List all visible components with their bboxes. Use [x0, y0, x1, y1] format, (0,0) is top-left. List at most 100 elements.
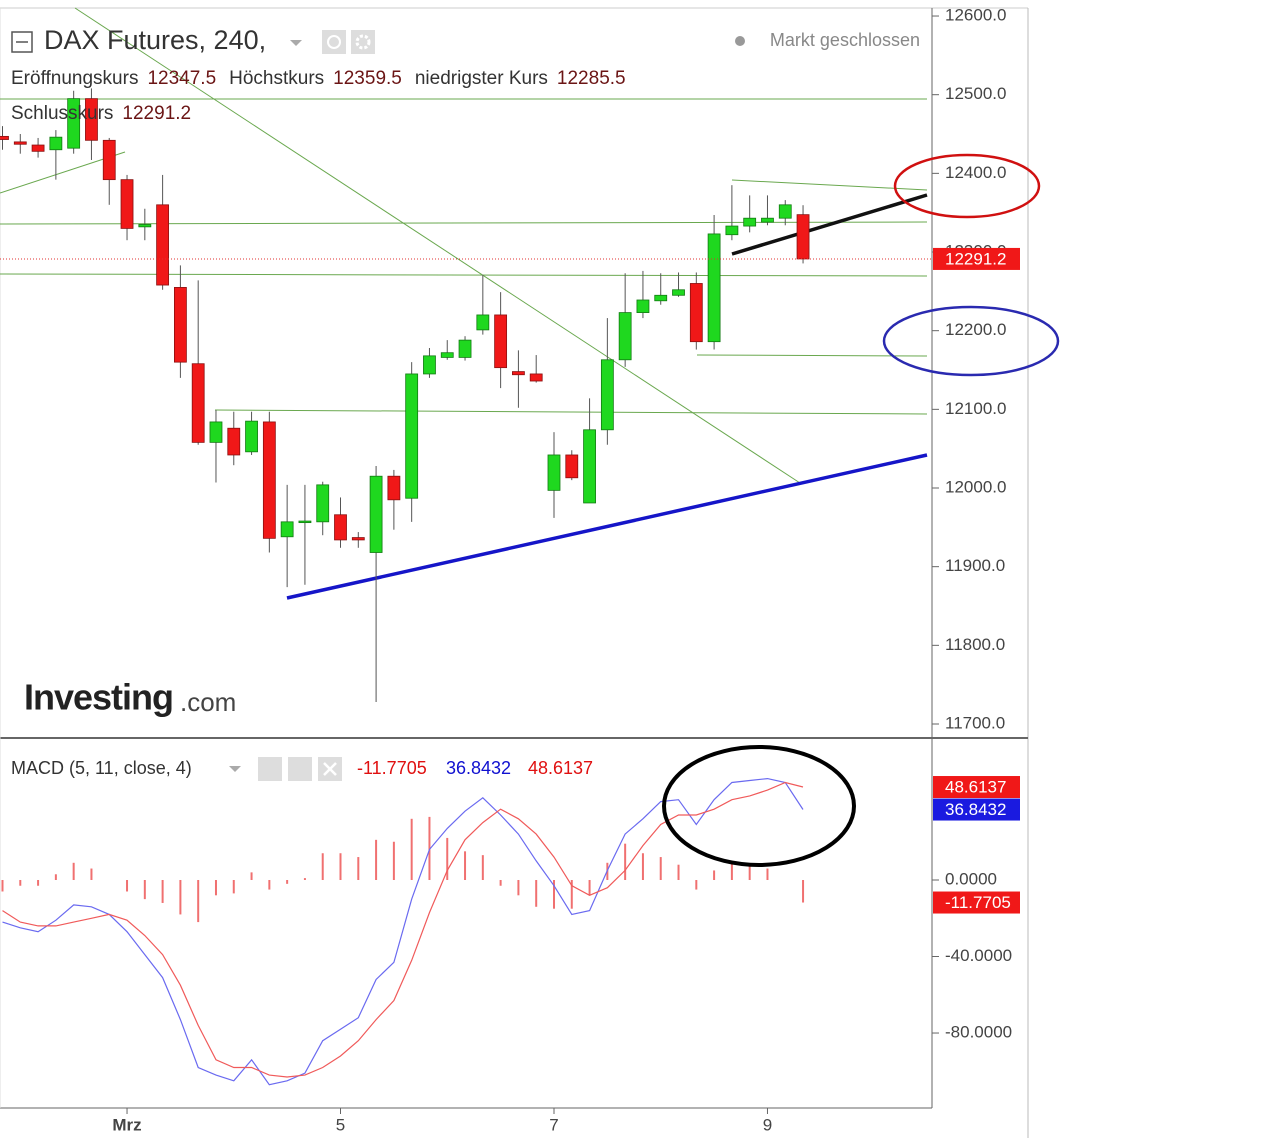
candle-body: [85, 98, 98, 141]
candle-body: [173, 287, 187, 363]
x-tick-label: 5: [336, 1115, 345, 1134]
level-line: [214, 409, 928, 415]
candle-body: [778, 204, 792, 219]
ohlc-value: 12285.5: [557, 68, 626, 89]
candle-body: [31, 144, 45, 152]
candle-body: [0, 135, 9, 140]
y-tick-label: 12600.0: [945, 6, 1006, 25]
dropdown-arrow[interactable]: [290, 40, 302, 46]
candle-body: [191, 363, 205, 443]
y-tick-label: 11700.0: [945, 713, 1005, 732]
candle-body: [156, 204, 170, 286]
y-tick-label: 12500.0: [945, 84, 1006, 103]
ohlc-label: Schlusskurs: [11, 103, 113, 124]
trend-line-black: [731, 193, 928, 256]
candle-body: [440, 352, 454, 358]
macd-line: [2, 777, 804, 1086]
macd-pane: -80.0000 -40.0000 0.0000 -11.7705 36.8432 48.…: [1, 776, 1020, 1086]
value-box-label: 36.8432: [945, 800, 1006, 819]
ohlc-label: Eröffnungskurs: [11, 68, 138, 89]
ohlc-value: 12359.5: [333, 68, 402, 89]
candle-body: [458, 339, 472, 358]
candle-body: [262, 421, 276, 539]
last-price-box: [933, 247, 1020, 270]
y-tick-label: 11800.0: [945, 635, 1005, 654]
y-tick-label: 12200.0: [945, 320, 1006, 339]
y-tick-label: 12400.0: [945, 163, 1006, 182]
candle-body: [743, 217, 757, 227]
candle-body: [654, 294, 668, 302]
candle-body: [494, 314, 508, 369]
candle-body: [298, 520, 312, 524]
candle-body: [583, 429, 596, 504]
y-tick-label: 12100.0: [945, 399, 1006, 418]
ohlc-label: Höchstkurs: [229, 68, 324, 89]
candle-body: [369, 475, 383, 553]
indicator-value: 36.8432: [446, 758, 511, 778]
last-price-label: 12291.2: [945, 249, 1006, 268]
candle-body: [387, 475, 401, 501]
y-tick-label: -80.0000: [945, 1023, 1012, 1042]
candle-body: [529, 373, 543, 382]
support-line: [286, 453, 928, 600]
ohlc-value: 12291.2: [122, 103, 191, 124]
close-icon-x: [323, 762, 337, 776]
candle-body: [138, 224, 152, 228]
indicator-value: 48.6137: [528, 758, 593, 778]
candle-body: [689, 283, 703, 343]
visibility-icon[interactable]: [322, 30, 346, 54]
candle-body: [725, 225, 739, 236]
candle-body: [423, 355, 436, 375]
y-tick-label: 12000.0: [945, 477, 1006, 496]
ohlc-label: niedrigster Kurs: [415, 68, 548, 89]
level-line: [0, 273, 928, 277]
chart-title: DAX Futures, 240,: [44, 25, 266, 55]
candle-body: [49, 136, 63, 151]
candle-body: [512, 371, 525, 376]
candle-body: [565, 454, 579, 479]
y-tick-label: 0.0000: [945, 869, 997, 888]
visibility-icon[interactable]: [258, 757, 282, 781]
candle-body: [316, 484, 330, 523]
highlight-ellipse: [893, 153, 1041, 219]
highlight-ellipse: [882, 305, 1060, 377]
candle-body: [245, 420, 258, 453]
candle-body: [102, 139, 116, 181]
candles: [0, 88, 810, 702]
candle-body: [227, 427, 241, 456]
candle-body: [707, 233, 721, 343]
candle-body: [67, 98, 81, 149]
candle-body: [600, 359, 614, 431]
watermark: Investing: [24, 677, 173, 718]
x-tick-label: Mrz: [112, 1115, 141, 1134]
candle-body: [761, 217, 774, 223]
status-dot: [735, 36, 745, 46]
indicator-value: -11.7705: [357, 758, 427, 778]
watermark-suffix: .com: [180, 687, 236, 717]
candle-body: [405, 373, 419, 499]
indicator-title: MACD (5, 11, close, 4): [11, 758, 192, 778]
candle-body: [334, 514, 347, 541]
dropdown-arrow[interactable]: [229, 766, 241, 772]
candle-body: [280, 521, 294, 538]
y-tick-label: -40.0000: [945, 946, 1012, 965]
settings-icon[interactable]: [288, 757, 312, 781]
candle-body: [618, 312, 632, 361]
market-status: Markt geschlossen: [770, 30, 920, 50]
settings-icon-gear: [355, 34, 371, 50]
candle-body: [636, 299, 650, 313]
candle-body: [351, 537, 365, 541]
ohlc-value: 12347.5: [147, 68, 216, 89]
x-tick-label: 9: [763, 1115, 772, 1134]
value-box: [933, 776, 1020, 799]
value-box-label: 48.6137: [945, 778, 1006, 797]
settings-icon[interactable]: [351, 30, 375, 54]
candle-body: [120, 179, 134, 229]
value-box: [933, 798, 1020, 821]
candle-body: [796, 214, 810, 260]
candle-body: [672, 289, 685, 296]
value-box: [933, 891, 1020, 914]
y-tick-label: 11900.0: [945, 556, 1005, 575]
